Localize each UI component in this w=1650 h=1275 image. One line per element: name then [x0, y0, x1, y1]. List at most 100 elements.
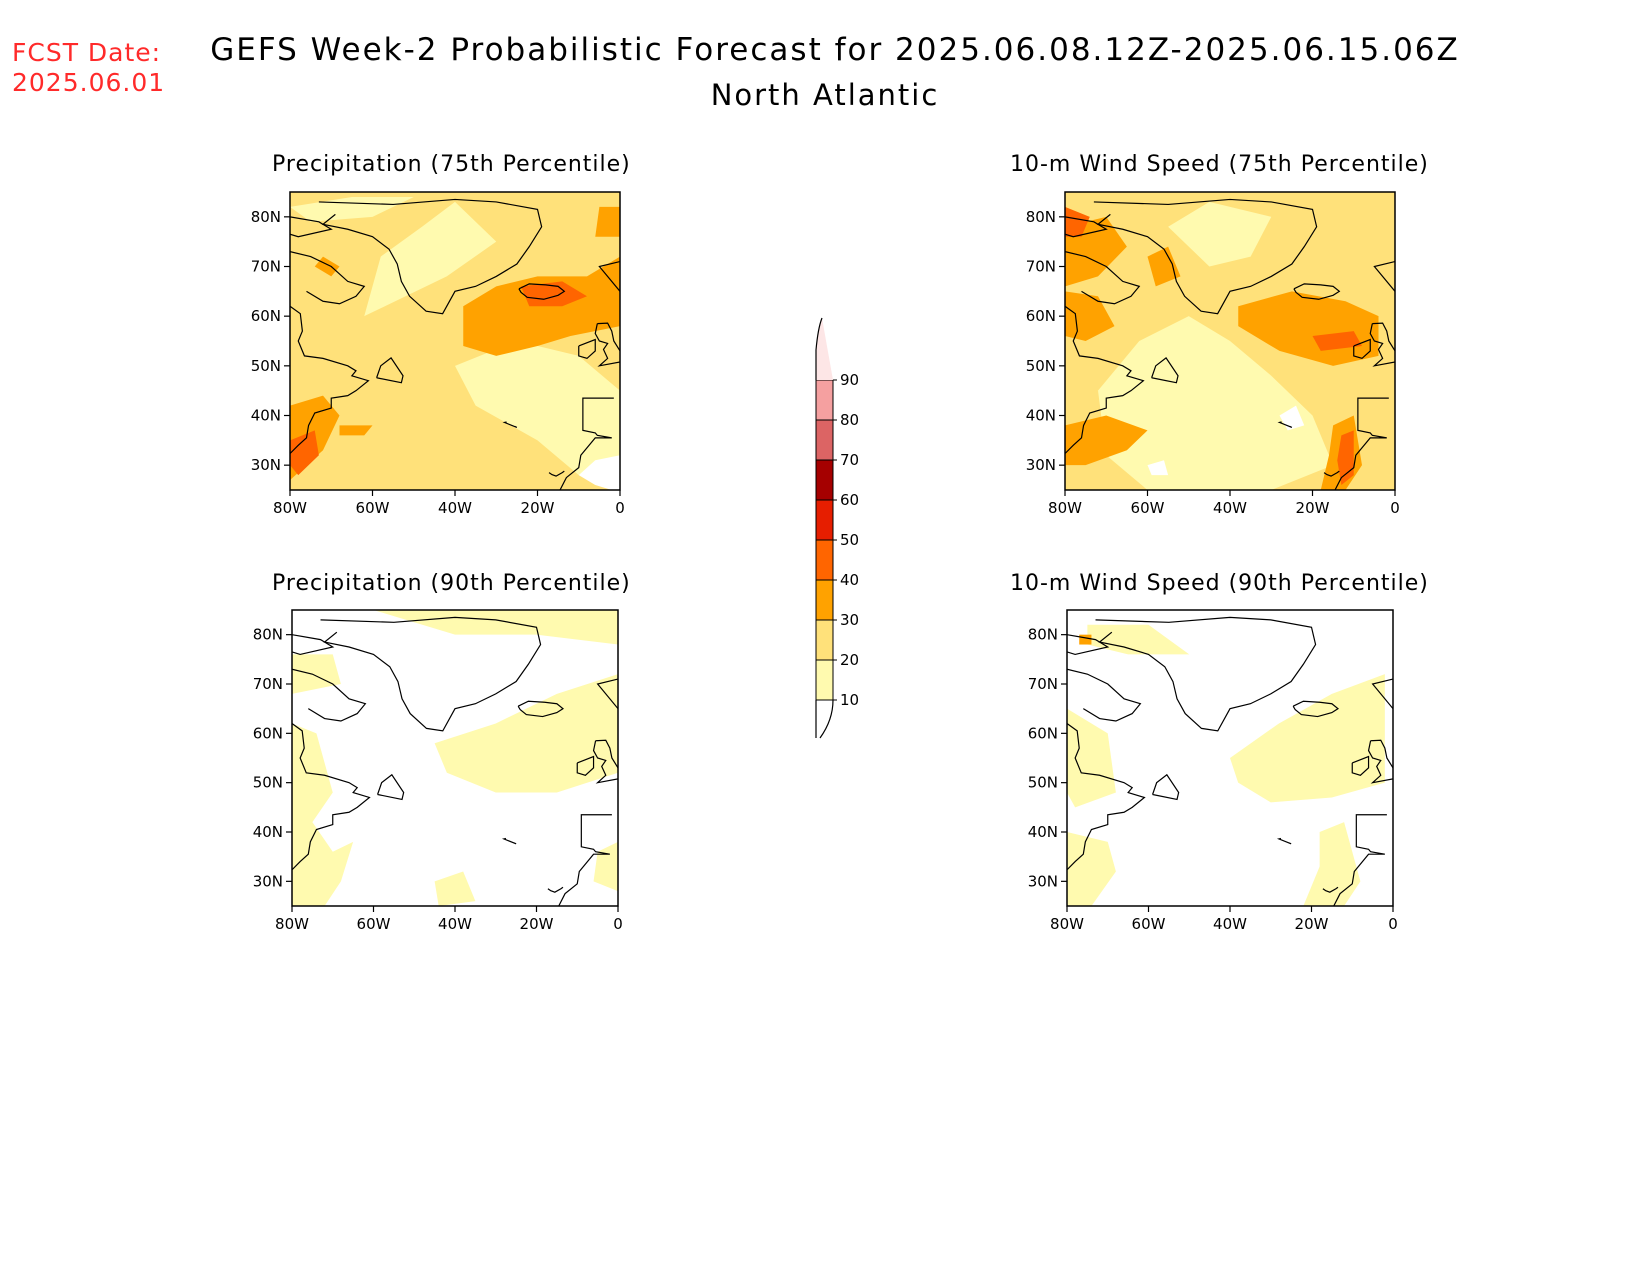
coastline — [1373, 260, 1395, 292]
lon-tick-label: 0 — [1390, 499, 1400, 517]
lon-tick-label: 0 — [613, 915, 623, 933]
shaded-area — [1279, 405, 1305, 431]
lon-tick-label: 0 — [1388, 915, 1398, 933]
shaded-area — [1065, 415, 1148, 466]
lon-tick-label: 80W — [275, 915, 309, 933]
map-panel-1 — [290, 192, 620, 490]
lat-tick-label: 40N — [1028, 823, 1058, 841]
coastline — [1333, 814, 1387, 906]
shaded-area — [578, 455, 620, 490]
coastline — [292, 722, 371, 871]
coastline — [578, 338, 596, 360]
coastline — [1323, 470, 1340, 477]
coastline — [576, 755, 595, 776]
lat-tick-label: 30N — [251, 456, 281, 474]
shaded-area — [1087, 624, 1190, 655]
coastline — [1353, 338, 1371, 360]
map-frame-4: 80N 70N 60N 50N 40N 30N 80W 60W 40W 20W 0 — [1028, 609, 1398, 933]
colorbar-label: 70 — [840, 451, 859, 469]
coastline — [1095, 616, 1317, 732]
colorbar-swatch — [815, 539, 834, 581]
coastline — [1293, 283, 1341, 300]
coastline — [320, 616, 542, 732]
coastline — [1322, 886, 1339, 893]
coastline — [1067, 722, 1146, 871]
page-title: GEFS Week-2 Probabilistic Forecast for 2… — [210, 32, 1460, 68]
shaded-area — [292, 654, 341, 694]
colorbar-label: 40 — [840, 571, 859, 589]
coastline — [290, 216, 333, 238]
coastline — [594, 322, 620, 367]
coastline — [1367, 739, 1393, 784]
shaded-area — [434, 674, 618, 793]
shaded-area — [1098, 316, 1334, 490]
coastline — [1371, 678, 1393, 710]
map-frame-1: 80N 70N 60N 50N 40N 30N 80W 60W 40W 20W 0 — [251, 191, 625, 517]
coastline — [1351, 755, 1370, 776]
colorbar-swatch — [815, 379, 834, 421]
coastline — [377, 773, 405, 801]
map-frame-3: 80N 70N 60N 50N 40N 30N 80W 60W 40W 20W 0 — [253, 609, 623, 933]
shaded-area — [1067, 832, 1116, 906]
lon-tick-label: 60W — [356, 499, 390, 517]
lon-tick-label: 80W — [1050, 915, 1084, 933]
lat-tick-label: 60N — [253, 724, 283, 742]
shaded-area — [1067, 708, 1116, 808]
coastline — [1292, 700, 1340, 718]
coastline — [1065, 251, 1141, 305]
lat-tick-label: 70N — [1026, 258, 1056, 276]
coastline — [598, 260, 620, 292]
coastline — [1067, 668, 1142, 722]
coastline — [1369, 322, 1395, 367]
colorbar-swatch — [815, 419, 834, 461]
lat-tick-label: 60N — [251, 307, 281, 325]
shaded-area — [1168, 201, 1272, 267]
coastline — [1151, 357, 1179, 384]
lat-tick-label: 40N — [1026, 407, 1056, 425]
lon-tick-label: 80W — [273, 499, 307, 517]
lat-tick-label: 40N — [251, 407, 281, 425]
colorbar-label: 20 — [840, 651, 859, 669]
lat-tick-label: 80N — [1028, 626, 1058, 644]
colorbar-swatch — [815, 579, 834, 621]
coastline — [318, 198, 543, 315]
panel-title-precip-75: Precipitation (75th Percentile) — [272, 152, 631, 177]
lat-tick-label: 50N — [253, 774, 283, 792]
coastline — [1152, 773, 1180, 801]
coastline — [1067, 634, 1110, 656]
panel-title-wind-90: 10-m Wind Speed (90th Percentile) — [1010, 571, 1429, 596]
shaded-area — [1079, 634, 1092, 645]
shaded-area — [1230, 674, 1385, 803]
shaded-area — [290, 430, 319, 476]
colorbar-swatch — [815, 499, 834, 541]
map-panel-3 — [292, 610, 618, 906]
coastline — [292, 634, 335, 656]
colorbar-swatch — [815, 459, 834, 501]
colorbar: 10 20 30 40 50 60 70 80 90 — [815, 317, 859, 739]
shaded-area — [339, 425, 373, 436]
coastline — [559, 397, 614, 490]
lat-tick-label: 70N — [251, 258, 281, 276]
forecast-date: FCST Date: 2025.06.01 — [12, 38, 165, 98]
coastline — [1065, 216, 1108, 238]
shaded-area — [1147, 246, 1181, 287]
coastline — [518, 283, 566, 300]
lon-tick-label: 40W — [1213, 915, 1247, 933]
colorbar-label: 90 — [840, 371, 859, 389]
lat-tick-label: 80N — [251, 208, 281, 226]
page-subtitle: North Atlantic — [710, 78, 940, 112]
lon-tick-label: 60W — [357, 915, 391, 933]
colorbar-label: 80 — [840, 411, 859, 429]
map-frame-2: 80N 70N 60N 50N 40N 30N 80W 60W 40W 20W 0 — [1026, 191, 1400, 517]
colorbar-label: 50 — [840, 531, 859, 549]
lat-tick-label: 50N — [1028, 774, 1058, 792]
coastline — [558, 814, 612, 906]
shaded-area — [364, 201, 497, 317]
coastline — [1065, 305, 1145, 455]
shaded-area — [292, 723, 354, 906]
colorbar-label: 10 — [840, 691, 859, 709]
coastline — [1093, 198, 1318, 315]
lon-tick-label: 40W — [438, 915, 472, 933]
coastline — [1277, 421, 1293, 428]
